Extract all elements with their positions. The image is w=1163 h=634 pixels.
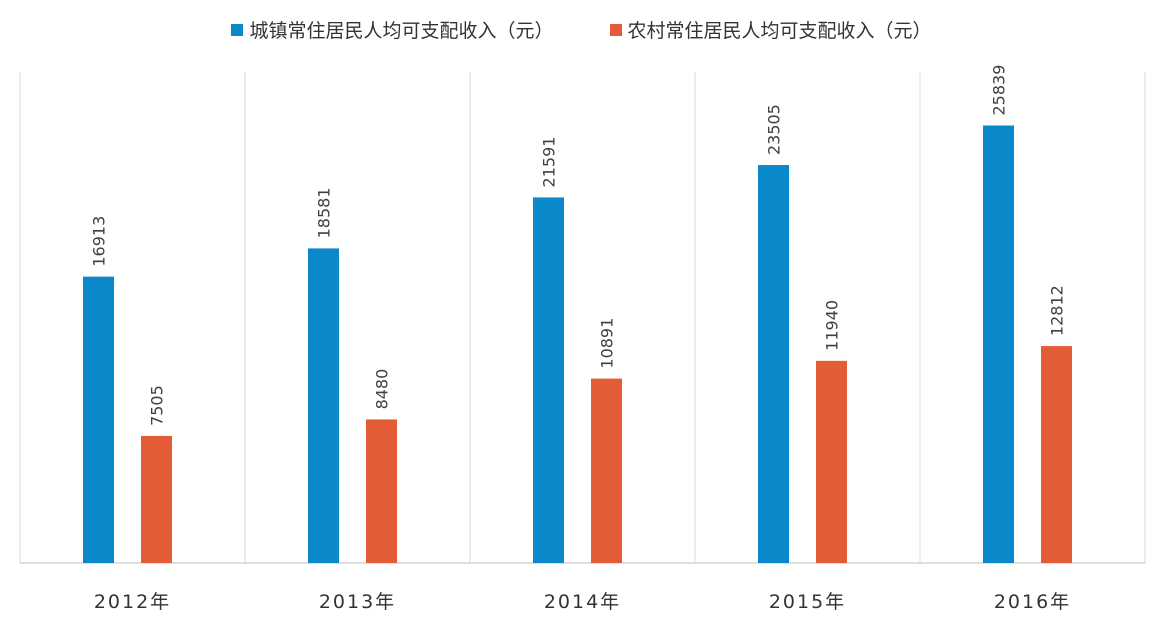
x-tick-label: 2014年 bbox=[544, 591, 621, 613]
data-label: 12812 bbox=[1048, 285, 1067, 336]
bar-urban-2013年 bbox=[308, 248, 339, 563]
bar-rural-2014年 bbox=[591, 378, 622, 563]
bar-rural-2013年 bbox=[366, 419, 397, 563]
legend-item-urban: 城镇常住居民人均可支配收入（元） bbox=[231, 16, 554, 43]
legend-swatch-rural bbox=[609, 23, 622, 36]
data-label: 23505 bbox=[765, 104, 784, 155]
bar-rural-2012年 bbox=[141, 435, 172, 563]
legend-label-urban: 城镇常住居民人均可支配收入（元） bbox=[249, 20, 554, 42]
legend-label-rural: 农村常住居民人均可支配收入（元） bbox=[627, 20, 932, 42]
bar-urban-2014年 bbox=[533, 197, 564, 564]
data-label: 10891 bbox=[598, 318, 617, 369]
x-tick-label: 2016年 bbox=[994, 591, 1071, 613]
legend: 城镇常住居民人均可支配收入（元） 农村常住居民人均可支配收入（元） bbox=[0, 16, 1163, 43]
bar-rural-2015年 bbox=[816, 360, 847, 563]
x-tick-label: 2012年 bbox=[94, 591, 171, 613]
data-label: 11940 bbox=[823, 300, 842, 351]
bar-urban-2015年 bbox=[758, 165, 789, 563]
data-label: 7505 bbox=[148, 385, 167, 426]
data-label: 16913 bbox=[90, 216, 109, 267]
bar-urban-2012年 bbox=[83, 276, 114, 563]
legend-item-rural: 农村常住居民人均可支配收入（元） bbox=[609, 16, 932, 43]
x-tick-label: 2015年 bbox=[769, 591, 846, 613]
data-label: 25839 bbox=[990, 65, 1009, 116]
data-label: 8480 bbox=[373, 369, 392, 410]
legend-swatch-urban bbox=[231, 23, 244, 36]
bar-urban-2016年 bbox=[983, 125, 1014, 564]
x-tick-label: 2013年 bbox=[319, 591, 396, 613]
data-label: 18581 bbox=[315, 187, 334, 238]
data-label: 21591 bbox=[540, 137, 559, 188]
bar-rural-2016年 bbox=[1041, 346, 1072, 563]
